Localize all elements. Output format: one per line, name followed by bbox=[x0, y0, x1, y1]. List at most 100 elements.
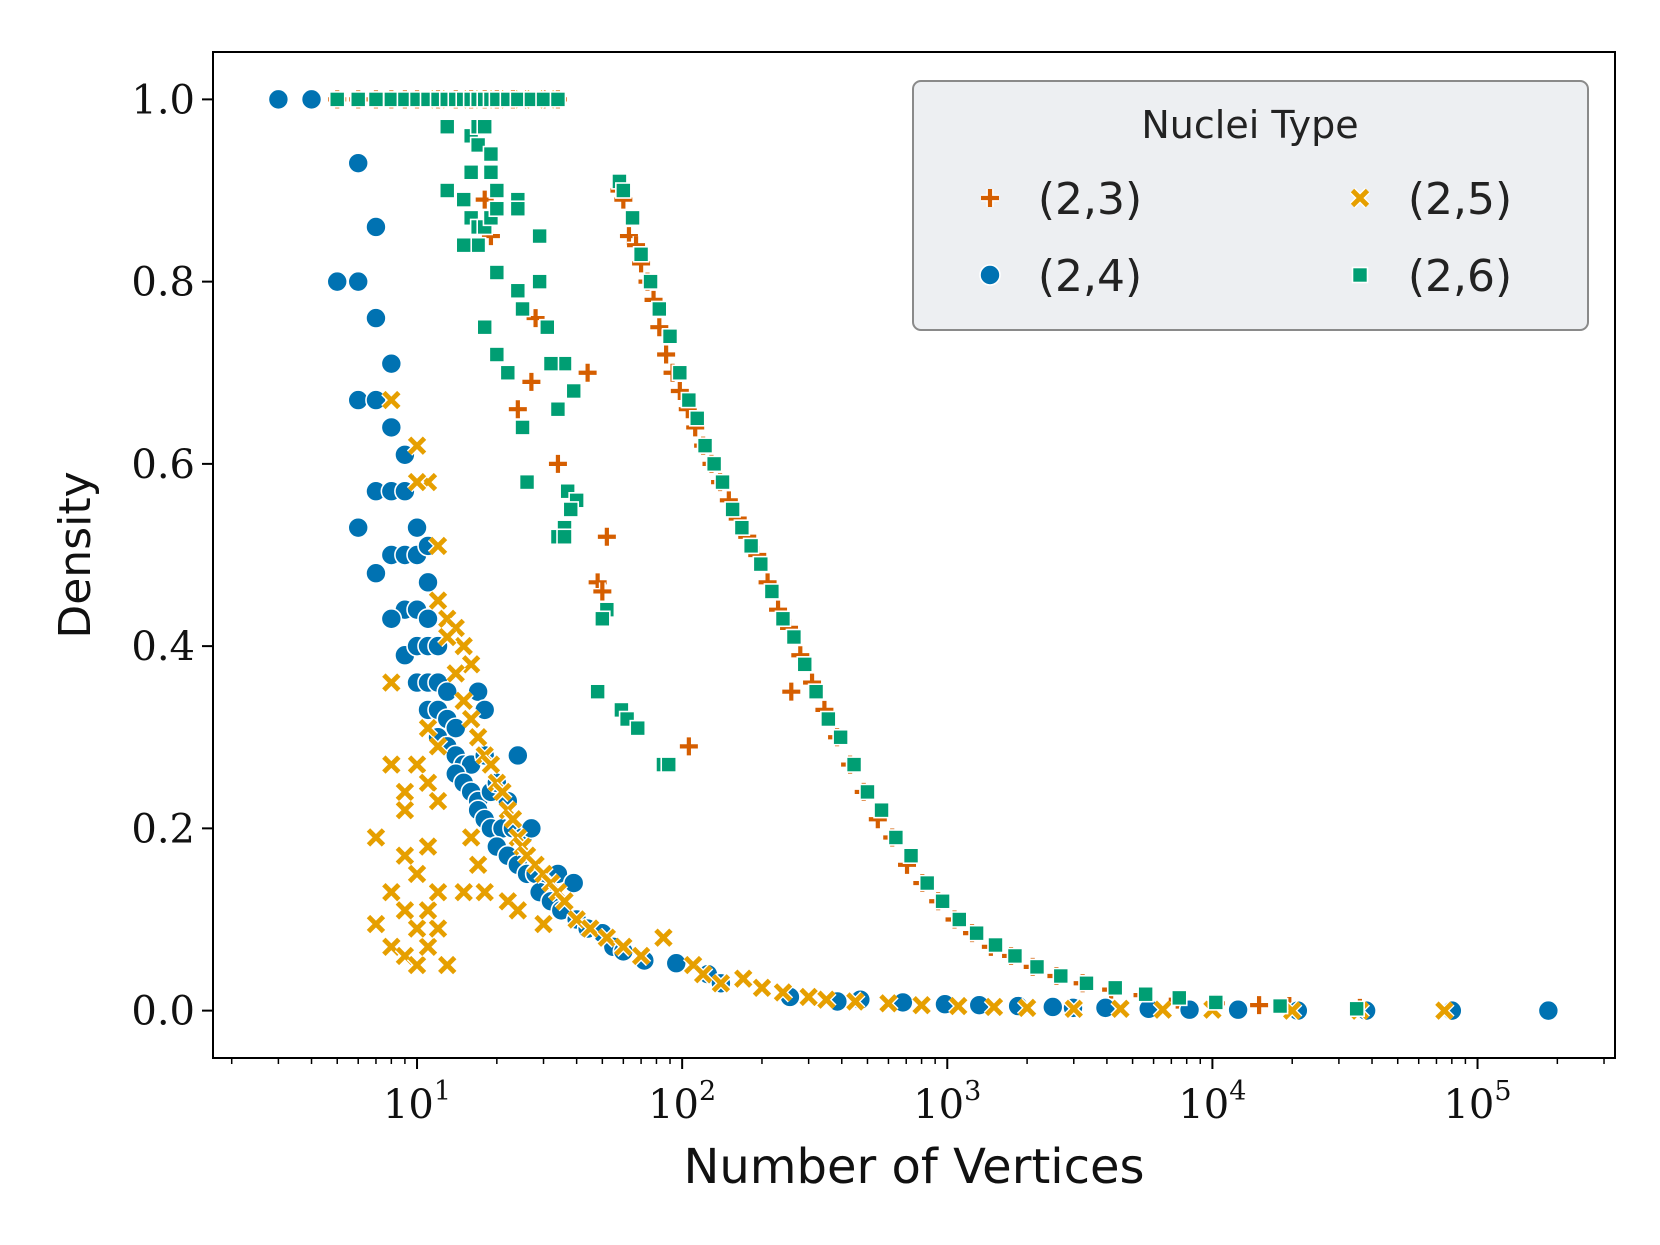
data-point bbox=[594, 610, 611, 628]
x-axis-title: Number of Vertices bbox=[683, 1139, 1144, 1195]
data-point bbox=[934, 892, 951, 910]
data-point bbox=[427, 736, 449, 757]
data-point bbox=[480, 754, 502, 775]
data-point bbox=[686, 418, 705, 437]
x-tick-label: 104 bbox=[1178, 1076, 1246, 1128]
data-point bbox=[349, 91, 367, 108]
data-point bbox=[417, 936, 439, 957]
data-point bbox=[417, 717, 439, 739]
data-point bbox=[406, 954, 428, 976]
data-point bbox=[535, 91, 552, 108]
data-point bbox=[1434, 1000, 1455, 1021]
data-point bbox=[460, 708, 482, 730]
data-point bbox=[580, 918, 601, 939]
data-point bbox=[417, 772, 439, 793]
data-point bbox=[902, 847, 920, 865]
legend-box bbox=[912, 80, 1589, 331]
data-point bbox=[742, 537, 760, 555]
data-point bbox=[514, 300, 531, 318]
data-point bbox=[444, 717, 467, 739]
data-point bbox=[1170, 989, 1188, 1007]
data-point bbox=[347, 516, 370, 539]
data-point bbox=[859, 783, 876, 801]
data-point bbox=[467, 727, 489, 748]
data-point bbox=[365, 913, 387, 935]
data-point bbox=[531, 273, 548, 290]
legend-marker bbox=[1349, 187, 1371, 209]
legend-entry: (2,5) bbox=[1349, 174, 1512, 225]
data-point bbox=[394, 845, 416, 866]
data-point bbox=[460, 654, 482, 675]
x-axis: 101 102 103 104 105 bbox=[230, 1058, 1605, 1128]
legend-entries: (2,3) (2,4) (2,5) (2,6) bbox=[979, 174, 1512, 302]
data-point bbox=[509, 200, 527, 218]
data-point bbox=[1137, 985, 1154, 1003]
data-point bbox=[987, 936, 1004, 954]
data-point bbox=[267, 88, 290, 111]
data-point bbox=[518, 473, 536, 491]
data-point bbox=[417, 571, 439, 594]
data-point bbox=[380, 416, 403, 439]
data-point bbox=[522, 372, 541, 391]
data-point bbox=[502, 809, 524, 830]
data-point bbox=[911, 994, 932, 1016]
data-point bbox=[549, 400, 567, 418]
data-point bbox=[467, 854, 489, 875]
data-point bbox=[1207, 994, 1225, 1011]
data-point bbox=[538, 318, 556, 336]
data-point bbox=[596, 927, 618, 948]
data-point bbox=[365, 307, 387, 329]
data-point bbox=[630, 945, 652, 967]
data-point bbox=[1250, 996, 1269, 1015]
data-point bbox=[548, 454, 567, 473]
data-point bbox=[556, 355, 573, 372]
data-point bbox=[475, 190, 494, 209]
legend-label: (2,5) bbox=[1408, 174, 1512, 225]
data-point bbox=[531, 227, 548, 245]
legend-entry: (2,3) bbox=[981, 174, 1142, 225]
plot-marks bbox=[267, 88, 1560, 1022]
data-point bbox=[437, 954, 458, 976]
data-point bbox=[696, 437, 714, 454]
data-point bbox=[593, 582, 612, 601]
y-tick-label: 1.0 bbox=[131, 77, 195, 123]
data-point bbox=[326, 270, 349, 293]
data-point bbox=[650, 318, 669, 337]
data-point bbox=[670, 381, 689, 400]
data-point bbox=[1063, 998, 1084, 1019]
data-point bbox=[782, 682, 801, 701]
data-point bbox=[1028, 958, 1046, 976]
data-point bbox=[406, 435, 428, 456]
data-point bbox=[381, 754, 402, 775]
data-point bbox=[878, 993, 899, 1014]
data-point bbox=[488, 200, 506, 218]
data-point bbox=[453, 635, 474, 657]
y-tick-label: 0.0 bbox=[131, 989, 195, 1035]
data-point bbox=[406, 516, 428, 539]
data-point bbox=[983, 996, 1005, 1018]
x-tick-label: 103 bbox=[913, 1076, 981, 1128]
data-point bbox=[417, 900, 439, 921]
data-point bbox=[597, 527, 616, 546]
data-point bbox=[367, 91, 385, 108]
data-point bbox=[482, 163, 500, 181]
data-point bbox=[733, 519, 751, 536]
data-point bbox=[562, 872, 585, 894]
data-point bbox=[365, 216, 387, 238]
data-point bbox=[381, 389, 402, 411]
data-point bbox=[918, 874, 936, 892]
plot-frame bbox=[212, 51, 1616, 1059]
legend-marker bbox=[979, 264, 1001, 286]
data-point bbox=[365, 827, 387, 848]
data-point bbox=[796, 656, 814, 673]
data-point bbox=[657, 345, 676, 364]
data-point bbox=[724, 501, 741, 518]
data-point bbox=[507, 900, 528, 921]
data-point bbox=[1078, 974, 1095, 992]
legend-marker bbox=[981, 189, 999, 207]
data-point bbox=[406, 918, 428, 939]
data-point bbox=[705, 455, 723, 473]
data-point bbox=[661, 328, 679, 345]
